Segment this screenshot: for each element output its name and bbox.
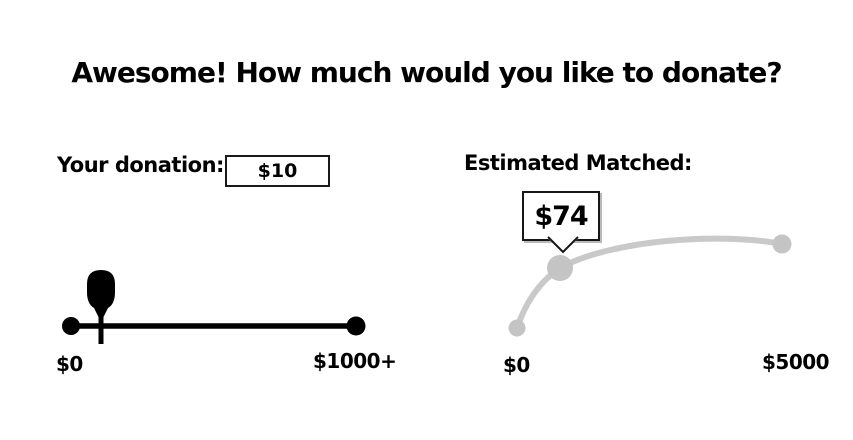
matched-tooltip: $74 xyxy=(522,191,600,254)
curve-end-dot xyxy=(772,234,792,254)
slider-handle[interactable] xyxy=(87,270,115,322)
chart-min-label: $0 xyxy=(503,353,530,377)
donation-amount-input[interactable] xyxy=(225,155,330,187)
slider-track-end-dot xyxy=(346,316,366,336)
slider-track-start-dot xyxy=(62,317,80,335)
matched-curve-chart xyxy=(508,234,792,337)
donation-slider[interactable] xyxy=(50,258,390,353)
matched-label: Estimated Matched: xyxy=(464,151,692,175)
page-title: Awesome! How much would you like to dona… xyxy=(71,56,782,89)
matched-tooltip-value: $74 xyxy=(534,200,588,232)
curve-start-dot xyxy=(508,319,526,337)
chart-max-label: $5000 xyxy=(762,350,830,374)
slider-min-label: $0 xyxy=(56,352,83,376)
matched-curve-line xyxy=(514,235,785,331)
donation-label: Your donation: xyxy=(57,153,224,177)
tooltip-pointer-icon xyxy=(546,236,580,254)
slider-max-label: $1000+ xyxy=(313,349,397,373)
current-match-point xyxy=(547,255,573,281)
